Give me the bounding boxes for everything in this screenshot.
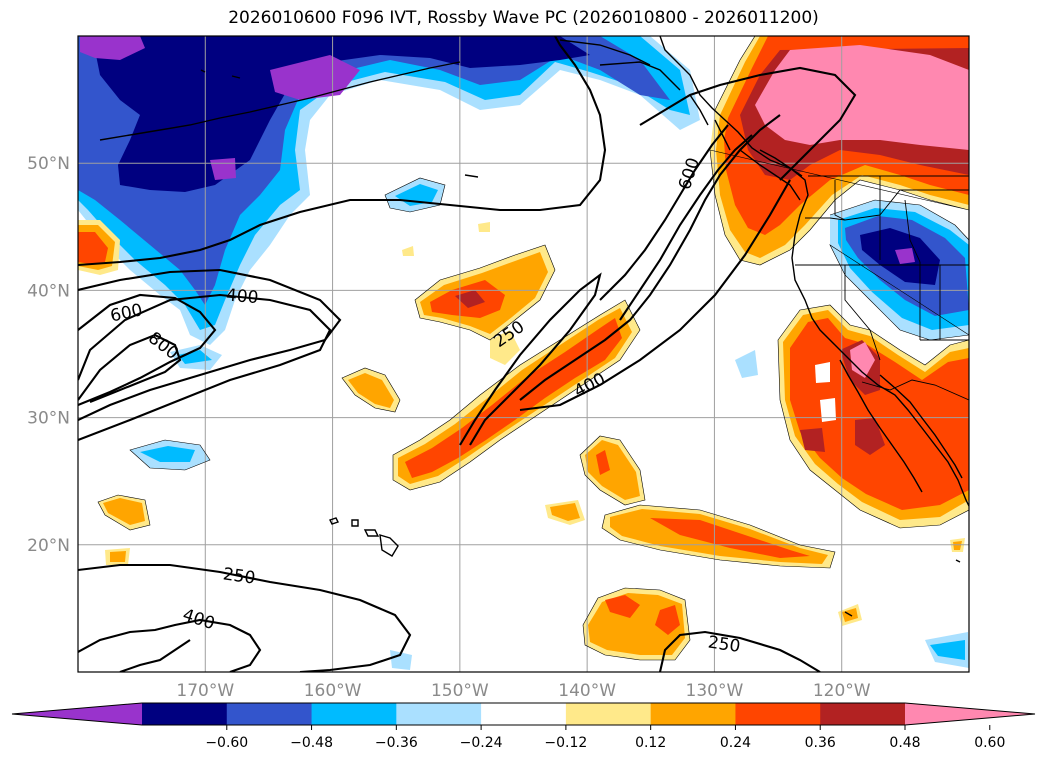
positive-anomaly-south (583, 588, 690, 660)
rossby-wave-contours (78, 36, 857, 672)
positive-anomaly-mid-pacific (415, 245, 555, 365)
colorbar-tick-label: −0.48 (290, 735, 333, 751)
coastlines (99, 36, 969, 617)
latitude-label: 40°N (27, 281, 70, 301)
colorbar-swatch (820, 703, 906, 725)
longitude-label: 160°W (304, 681, 362, 701)
graticule (78, 36, 969, 672)
colorbar-extend-high (905, 703, 1035, 725)
colorbar-tick-label: 0.12 (635, 735, 666, 751)
colorbar-extend-low (12, 703, 142, 725)
colorbar-tick-label: −0.24 (460, 735, 503, 751)
positive-anomaly-atmospheric-river (393, 300, 640, 490)
map-title: 2026010600 F096 IVT, Rossby Wave PC (202… (228, 8, 819, 28)
colorbar-tick-label: 0.24 (720, 735, 751, 751)
colorbar-swatch (481, 703, 567, 725)
colorbar-tick-label: −0.60 (205, 735, 248, 751)
positive-anomaly-west-patches (78, 220, 965, 626)
colorbar-swatch (311, 703, 397, 725)
colorbar-swatch (226, 703, 313, 725)
map-area: 600 400 800 250 600 400 250 400 250 (78, 36, 969, 672)
longitude-label: 150°W (431, 681, 489, 701)
colorbar-tick-label: 0.48 (889, 735, 920, 751)
negative-anomaly-north-pacific (78, 36, 700, 345)
colorbar-tick-label: 0.36 (805, 735, 836, 751)
political-borders (795, 175, 969, 401)
colorbar-swatch (142, 703, 228, 725)
contour-label: 250 (707, 633, 742, 657)
colorbar-outline (11, 702, 1036, 726)
colorbar-tick-label: 0.60 (974, 735, 1005, 751)
positive-anomaly-subtropical (545, 436, 835, 568)
latitude-label: 20°N (27, 536, 70, 556)
contour-label: 400 (225, 285, 259, 308)
contour-label: 250 (222, 564, 257, 588)
longitude-label: 130°W (686, 681, 744, 701)
latitude-labels: 50°N 40°N 30°N 20°N (27, 154, 70, 556)
longitude-labels: 170°W 160°W 150°W 140°W 130°W 120°W (176, 681, 870, 701)
latitude-label: 50°N (27, 154, 70, 174)
colorbar: −0.60 −0.48 −0.36 −0.24 −0.12 0.12 0.24 0.36 0.4… (11, 702, 1036, 751)
colorbar-swatch (735, 703, 821, 725)
colorbar-swatch (396, 703, 482, 725)
longitude-label: 170°W (176, 681, 234, 701)
colorbar-swatch (650, 703, 736, 725)
latitude-label: 30°N (27, 409, 70, 429)
longitude-label: 140°W (558, 681, 616, 701)
anomaly-outlines (97, 36, 969, 661)
longitude-label: 120°W (813, 681, 871, 701)
colorbar-swatch (565, 703, 652, 725)
colorbar-tick-label: −0.36 (375, 735, 418, 751)
map-frame (77, 35, 970, 673)
colorbar-tick-label: −0.12 (544, 735, 587, 751)
positive-anomaly-california (778, 305, 969, 528)
